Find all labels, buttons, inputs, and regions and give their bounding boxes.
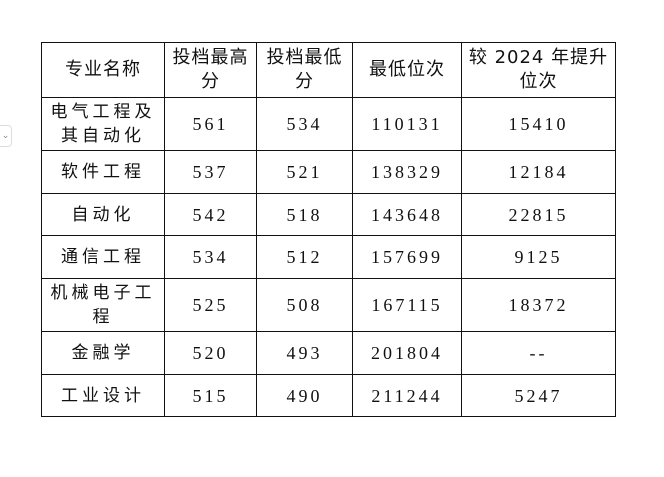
cell-max-score: 537: [164, 150, 257, 194]
header-rank-improvement: 较 2024 年提升位次: [461, 42, 616, 98]
cell-min-rank: 143648: [352, 193, 462, 236]
cell-min-score: 534: [256, 97, 353, 151]
cell-max-score: 561: [164, 97, 257, 151]
table-row: 金融学 520 493 201804 --: [41, 331, 616, 375]
cell-rank-improvement: 5247: [461, 374, 616, 417]
cell-major: 自动化: [41, 193, 165, 236]
cell-major: 机械电子工程: [41, 278, 165, 332]
cell-min-rank: 201804: [352, 331, 462, 375]
cell-rank-improvement: 12184: [461, 150, 616, 194]
cell-rank-improvement: 9125: [461, 235, 616, 279]
table-row: 机械电子工程 525 508 167115 18372: [41, 278, 616, 332]
cell-rank-improvement: 18372: [461, 278, 616, 332]
cell-min-score: 493: [256, 331, 353, 375]
cell-major: 通信工程: [41, 235, 165, 279]
cell-max-score: 525: [164, 278, 257, 332]
cell-major: 电气工程及其自动化: [41, 97, 165, 151]
cell-max-score: 515: [164, 374, 257, 417]
cell-min-rank: 157699: [352, 235, 462, 279]
cell-min-score: 490: [256, 374, 353, 417]
cell-max-score: 542: [164, 193, 257, 236]
table-row: 通信工程 534 512 157699 9125: [41, 235, 616, 279]
cell-major: 软件工程: [41, 150, 165, 194]
cell-major: 金融学: [41, 331, 165, 375]
table-row: 自动化 542 518 143648 22815: [41, 193, 616, 236]
cell-min-rank: 167115: [352, 278, 462, 332]
table-row: 电气工程及其自动化 561 534 110131 15410: [41, 97, 616, 151]
cell-max-score: 520: [164, 331, 257, 375]
cell-max-score: 534: [164, 235, 257, 279]
cell-rank-improvement: 22815: [461, 193, 616, 236]
header-row: 专业名称 投档最高分 投档最低分 最低位次 较 2024 年提升位次: [41, 42, 616, 98]
header-min-rank: 最低位次: [352, 42, 462, 98]
chevron-down-icon: ⌄: [1, 131, 10, 141]
cell-min-score: 518: [256, 193, 353, 236]
admission-scores-table: 专业名称 投档最高分 投档最低分 最低位次 较 2024 年提升位次 电气工程及…: [41, 42, 616, 417]
header-max-score: 投档最高分: [164, 42, 257, 98]
cell-min-rank: 110131: [352, 97, 462, 151]
table-row: 软件工程 537 521 138329 12184: [41, 150, 616, 194]
header-major: 专业名称: [41, 42, 165, 98]
header-min-score: 投档最低分: [256, 42, 353, 98]
cell-rank-improvement: 15410: [461, 97, 616, 151]
cell-min-score: 512: [256, 235, 353, 279]
cell-min-score: 508: [256, 278, 353, 332]
cell-rank-improvement: --: [461, 331, 616, 375]
cell-min-rank: 211244: [352, 374, 462, 417]
collapse-toggle[interactable]: ⌄: [0, 125, 12, 147]
cell-min-score: 521: [256, 150, 353, 194]
cell-major: 工业设计: [41, 374, 165, 417]
cell-min-rank: 138329: [352, 150, 462, 194]
table-row: 工业设计 515 490 211244 5247: [41, 374, 616, 417]
